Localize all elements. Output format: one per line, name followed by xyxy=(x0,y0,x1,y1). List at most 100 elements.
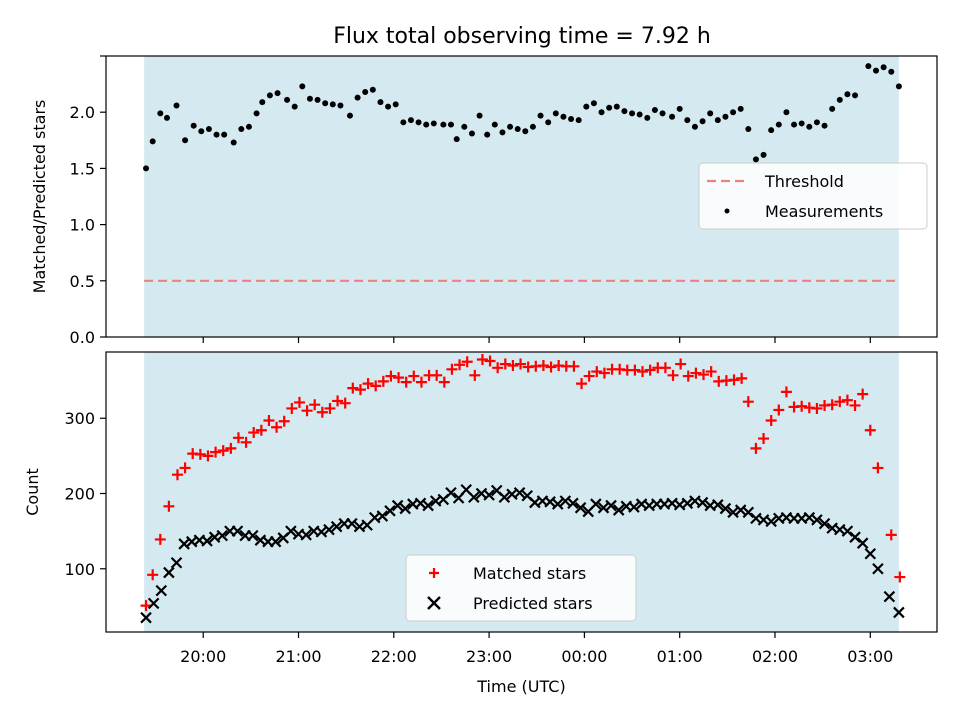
measurements-point xyxy=(354,94,361,101)
measurements-point xyxy=(552,110,559,117)
measurements-point xyxy=(798,120,805,127)
bottom-y-tick-label: 100 xyxy=(64,560,95,579)
matched-stars-point xyxy=(147,569,159,581)
matched-stars-point xyxy=(811,402,823,414)
measurements-point xyxy=(529,123,536,130)
measurements-point xyxy=(198,128,205,135)
measurements-point xyxy=(621,108,628,115)
measurements-point xyxy=(575,117,582,124)
matched-stars-point xyxy=(849,399,861,411)
matched-stars-point xyxy=(857,388,869,400)
measurements-point xyxy=(190,122,197,129)
top-y-tick-label: 0.0 xyxy=(70,328,95,347)
legend-measurements-swatch xyxy=(724,208,730,214)
bottom-legend: Matched stars Predicted stars xyxy=(405,554,637,622)
matched-stars-point xyxy=(354,384,366,396)
matched-stars-point xyxy=(598,367,610,379)
matched-stars-point xyxy=(271,421,283,433)
predicted-stars-point xyxy=(856,537,869,549)
measurements-point xyxy=(590,100,597,107)
measurements-point xyxy=(583,103,590,110)
measurements-point xyxy=(714,117,721,124)
matched-stars-point xyxy=(154,533,166,545)
measurements-point xyxy=(783,109,790,116)
measurements-point xyxy=(676,105,683,112)
top-axes-frame xyxy=(105,55,938,338)
measurements-point xyxy=(291,103,298,110)
matched-stars-point xyxy=(667,369,679,381)
matched-stars-point xyxy=(309,399,321,411)
predicted-stars-point xyxy=(742,506,755,519)
measurements-point xyxy=(722,113,729,120)
matched-stars-point xyxy=(515,358,527,370)
measurements-point xyxy=(259,99,266,106)
measurements-point xyxy=(829,105,836,112)
predicted-stars-point xyxy=(246,529,259,542)
matched-stars-point xyxy=(742,396,754,408)
bottom-y-tick-label: 300 xyxy=(64,409,95,428)
matched-stars-point xyxy=(263,414,275,426)
matched-stars-point xyxy=(499,358,511,370)
measurements-point xyxy=(880,64,887,71)
measurements-point xyxy=(651,106,658,113)
matched-stars-point xyxy=(362,378,374,390)
matched-stars-point xyxy=(332,395,344,407)
measurements-point xyxy=(407,117,414,124)
measurements-point xyxy=(329,101,336,108)
top-y-tick-label: 0.5 xyxy=(70,272,95,291)
matched-stars-point xyxy=(659,362,671,374)
matched-stars-point xyxy=(301,405,313,417)
predicted-stars-point xyxy=(346,517,358,530)
measurements-point xyxy=(149,138,156,145)
matched-stars-point xyxy=(438,376,450,388)
measurements-point xyxy=(143,165,150,172)
measurements-point xyxy=(173,102,180,109)
measurements-point xyxy=(813,119,820,126)
measurements-point xyxy=(230,139,237,146)
matched-stars-point xyxy=(644,364,656,376)
predicted-stars-point xyxy=(384,505,396,517)
matched-stars-point xyxy=(682,370,694,382)
measurements-point xyxy=(369,86,376,93)
measurements-point xyxy=(507,123,514,130)
measurements-point xyxy=(346,112,353,119)
measurements-point xyxy=(598,109,605,116)
measurements-point xyxy=(514,126,521,133)
predicted-stars-point xyxy=(422,499,434,512)
bottom-x-axis-label: Time (UTC) xyxy=(476,677,565,696)
matched-stars-point xyxy=(400,376,412,388)
predicted-stars-point xyxy=(330,520,343,533)
matched-stars-point xyxy=(255,424,267,436)
matched-stars-point xyxy=(171,469,183,481)
bottom-panel: 100 200 300 20:00 21:00 22:00 23:00 00:00 01:00 0… xyxy=(23,351,938,696)
measurements-point xyxy=(737,105,744,112)
top-y-tick-label: 1.0 xyxy=(70,216,95,235)
matched-stars-point xyxy=(194,448,206,460)
matched-stars-point xyxy=(576,378,588,390)
measurements-point xyxy=(182,137,189,144)
measurements-point xyxy=(752,156,759,163)
predicted-stars-point xyxy=(893,606,905,619)
measurements-point xyxy=(852,92,859,99)
measurements-point xyxy=(659,110,666,117)
measurements-point xyxy=(844,91,851,98)
matched-stars-point xyxy=(476,354,488,366)
predicted-stars-point xyxy=(155,584,168,597)
measurements-point xyxy=(392,101,399,108)
bottom-x-tick-label: 20:00 xyxy=(180,647,226,666)
measurements-point xyxy=(560,113,567,120)
measurements-point xyxy=(468,130,475,137)
matched-stars-point xyxy=(217,445,229,457)
measurements-point xyxy=(491,121,498,128)
matched-stars-point xyxy=(894,571,906,583)
predicted-stars-point xyxy=(719,502,732,515)
predicted-stars-point xyxy=(300,529,312,541)
matched-stars-point xyxy=(705,366,717,378)
predicted-stars-point xyxy=(841,525,854,537)
matched-stars-point xyxy=(248,427,260,439)
matched-stars-point xyxy=(864,424,876,436)
predicted-stars-point xyxy=(231,525,244,537)
matched-stars-point xyxy=(232,432,244,444)
predicted-stars-point xyxy=(391,499,404,512)
